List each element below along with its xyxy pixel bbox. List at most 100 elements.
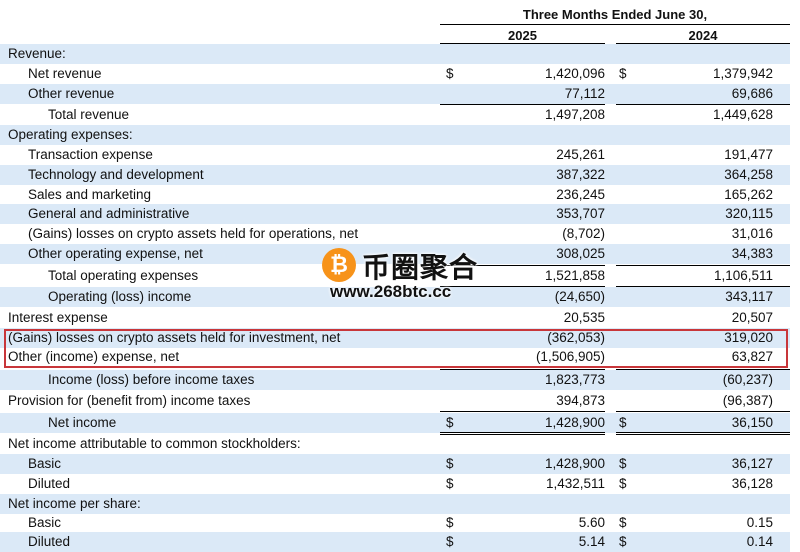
value-2024: 364,258 <box>724 167 773 182</box>
row-label: Diluted <box>28 476 71 491</box>
value-2025: 5.14 <box>578 534 605 549</box>
value-2024: 165,262 <box>724 187 773 202</box>
value-2025: (24,650) <box>554 289 605 304</box>
row-label: (Gains) losses on crypto assets held for… <box>28 226 359 241</box>
value-2025: 1,420,096 <box>544 66 605 81</box>
currency-symbol: $ <box>619 515 627 530</box>
value-2024: 0.15 <box>746 515 773 530</box>
row-label: General and administrative <box>28 206 190 221</box>
value-2024: (60,237) <box>722 372 773 387</box>
period-header: Three Months Ended June 30, <box>522 7 708 22</box>
value-2024: 343,117 <box>725 289 773 304</box>
table-row: Sales and marketing 236,245 165,262 <box>0 185 790 205</box>
value-2024: 1,379,942 <box>712 66 773 81</box>
table-row: General and administrative 353,707 320,1… <box>0 204 790 224</box>
value-2025: 5.60 <box>578 515 605 530</box>
value-2024: 36,128 <box>731 476 773 491</box>
table-row: Net income attributable to common stockh… <box>0 434 790 454</box>
row-label: Diluted <box>28 534 71 549</box>
value-2025: 308,025 <box>556 246 605 261</box>
row-label: Basic <box>28 515 62 530</box>
value-2025: 353,707 <box>556 206 605 221</box>
value-2025: (362,053) <box>547 330 605 345</box>
highlight-box <box>4 329 788 368</box>
value-2025: 387,322 <box>556 167 605 182</box>
row-label: Net income per share: <box>8 496 141 511</box>
table-row: Total revenue 1,497,208 1,449,628 <box>0 105 790 125</box>
row-label: Total revenue <box>48 107 130 122</box>
row-label: Interest expense <box>8 310 108 325</box>
value-2025: (8,702) <box>562 226 605 241</box>
table-row: Transaction expense 245,261 191,477 <box>0 145 790 165</box>
table-row: Other (income) expense, net (1,506,905) … <box>0 347 790 367</box>
table-row: Income (loss) before income taxes 1,823,… <box>0 370 790 390</box>
value-2025: 1,432,511 <box>545 476 605 491</box>
column-header-rule-2025 <box>440 43 605 44</box>
table-row: (Gains) losses on crypto assets held for… <box>0 328 790 348</box>
value-2024: 320,115 <box>725 206 773 221</box>
value-2025: 236,245 <box>556 187 605 202</box>
watermark-url: www.268btc.cc <box>330 282 452 301</box>
subtotal-rule <box>616 265 790 266</box>
column-header-2024: 2024 <box>688 28 718 43</box>
subtotal-rule <box>616 369 790 370</box>
table-row: Diluted $ 1,432,511 $ 36,128 <box>0 474 790 494</box>
row-label: Net revenue <box>28 66 102 81</box>
subtotal-rule <box>440 286 605 287</box>
value-2025: 1,521,858 <box>544 268 605 283</box>
row-label: Sales and marketing <box>28 187 152 202</box>
row-label: Operating expenses: <box>8 127 133 142</box>
table-row: Net income per share: <box>0 494 790 514</box>
currency-symbol: $ <box>446 66 454 81</box>
row-label: (Gains) losses on crypto assets held for… <box>8 330 341 345</box>
row-label: Revenue: <box>8 46 66 61</box>
value-2024: (96,387) <box>722 393 773 408</box>
table-row: Technology and development 387,322 364,2… <box>0 165 790 185</box>
subtotal-rule <box>616 411 790 412</box>
total-double-rule <box>440 432 605 435</box>
table-row: Basic $ 5.60 $ 0.15 <box>0 513 790 533</box>
subtotal-rule <box>440 369 605 370</box>
value-2024: 31,016 <box>731 226 773 241</box>
table-row: Other revenue 77,112 69,686 <box>0 84 790 104</box>
value-2024: 191,477 <box>724 147 773 162</box>
value-2025: (1,506,905) <box>535 349 605 364</box>
value-2024: 319,020 <box>724 330 773 345</box>
table-row: Other operating expense, net 308,025 34,… <box>0 244 790 264</box>
row-label: Net income <box>48 415 117 430</box>
value-2024: 34,383 <box>731 246 773 261</box>
table-row: (Gains) losses on crypto assets held for… <box>0 224 790 244</box>
currency-symbol: $ <box>619 456 627 471</box>
bitcoin-logo-icon: ₿ <box>322 248 356 282</box>
watermark: ₿ 币圈聚合 www.268btc.cc <box>322 246 482 302</box>
value-2025: 1,823,773 <box>544 372 605 387</box>
table-row: Provision for (benefit from) income taxe… <box>0 391 790 411</box>
total-double-rule <box>616 432 790 435</box>
value-2024: 36,127 <box>731 456 773 471</box>
period-header-rule <box>440 24 790 25</box>
row-label: Other revenue <box>28 86 115 101</box>
value-2024: 36,150 <box>731 415 773 430</box>
value-2025: 1,497,208 <box>544 107 605 122</box>
watermark-name: 币圈聚合 <box>362 251 479 284</box>
currency-symbol: $ <box>446 456 454 471</box>
subtotal-rule <box>440 411 605 412</box>
value-2024: 63,827 <box>731 349 773 364</box>
row-label: Net income attributable to common stockh… <box>8 436 301 451</box>
table-row: Revenue: <box>0 44 790 64</box>
value-2025: 394,873 <box>556 393 605 408</box>
row-label: Total operating expenses <box>48 268 199 283</box>
currency-symbol: $ <box>446 476 454 491</box>
value-2024: 1,106,511 <box>713 268 773 283</box>
table-row: Basic $ 1,428,900 $ 36,127 <box>0 454 790 474</box>
currency-symbol: $ <box>619 476 627 491</box>
row-label: Other (income) expense, net <box>8 349 180 364</box>
row-label: Other operating expense, net <box>28 246 203 261</box>
value-2025: 20,535 <box>563 310 605 325</box>
row-label: Transaction expense <box>28 147 153 162</box>
currency-symbol: $ <box>619 534 627 549</box>
value-2024: 1,449,628 <box>712 107 773 122</box>
column-header-2025: 2025 <box>508 28 537 43</box>
currency-symbol: $ <box>619 66 627 81</box>
table-row: Total operating expenses 1,521,858 1,106… <box>0 266 790 286</box>
